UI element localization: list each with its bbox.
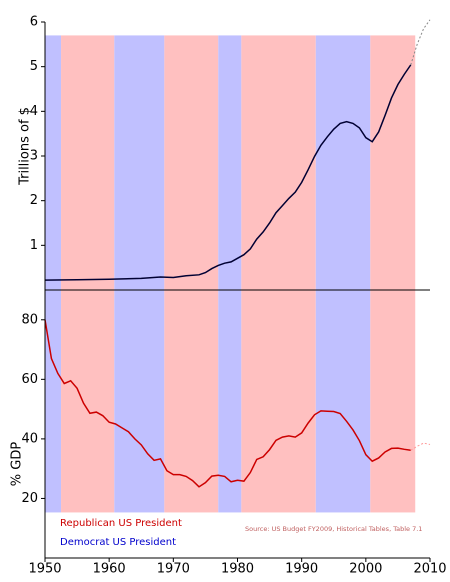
y-tick-label: 6 <box>30 15 38 30</box>
president-band <box>241 290 316 513</box>
x-tick-label: 1960 <box>93 562 126 577</box>
x-tick-label: 1980 <box>221 562 254 577</box>
president-band <box>315 35 371 291</box>
y-tick-label: 20 <box>21 491 38 506</box>
x-tick-label: 1970 <box>157 562 190 577</box>
x-tick-label: 2010 <box>413 562 446 577</box>
president-band <box>315 290 371 513</box>
president-band <box>61 35 115 291</box>
bands <box>45 35 416 513</box>
x-tick-label: 1990 <box>285 562 318 577</box>
y-tick-label: 60 <box>21 372 38 387</box>
president-band <box>114 290 165 513</box>
president-band <box>241 35 316 291</box>
president-band <box>114 35 165 291</box>
president-band <box>218 35 242 291</box>
data-line <box>410 19 431 66</box>
y-tick-label: 80 <box>21 312 38 327</box>
legend-label: Democrat US President <box>60 537 176 548</box>
y-tick-label: 4 <box>30 104 38 119</box>
president-band <box>370 290 416 513</box>
x-tick-label: 1950 <box>28 562 61 577</box>
data-line <box>410 442 431 451</box>
y-tick-label: 1 <box>30 238 38 253</box>
y-axis-label: % GDP <box>10 442 25 487</box>
data-line <box>44 64 412 281</box>
y-tick-label: 40 <box>21 431 38 446</box>
y-tick-label: 5 <box>30 59 38 74</box>
y-tick-label: 2 <box>30 193 38 208</box>
data-line <box>44 319 411 488</box>
source-note: Source: US Budget FY2009, Historical Tab… <box>245 525 422 533</box>
president-band <box>164 35 219 291</box>
president-band <box>218 290 242 513</box>
y-axis-label: Trillions of $ <box>18 107 33 186</box>
president-band <box>370 35 416 291</box>
president-band <box>45 290 62 513</box>
president-band <box>45 35 62 291</box>
y-tick-label: 3 <box>30 149 38 164</box>
x-tick-label: 2000 <box>349 562 382 577</box>
president-band <box>61 290 115 513</box>
legend-label: Republican US President <box>60 518 182 529</box>
